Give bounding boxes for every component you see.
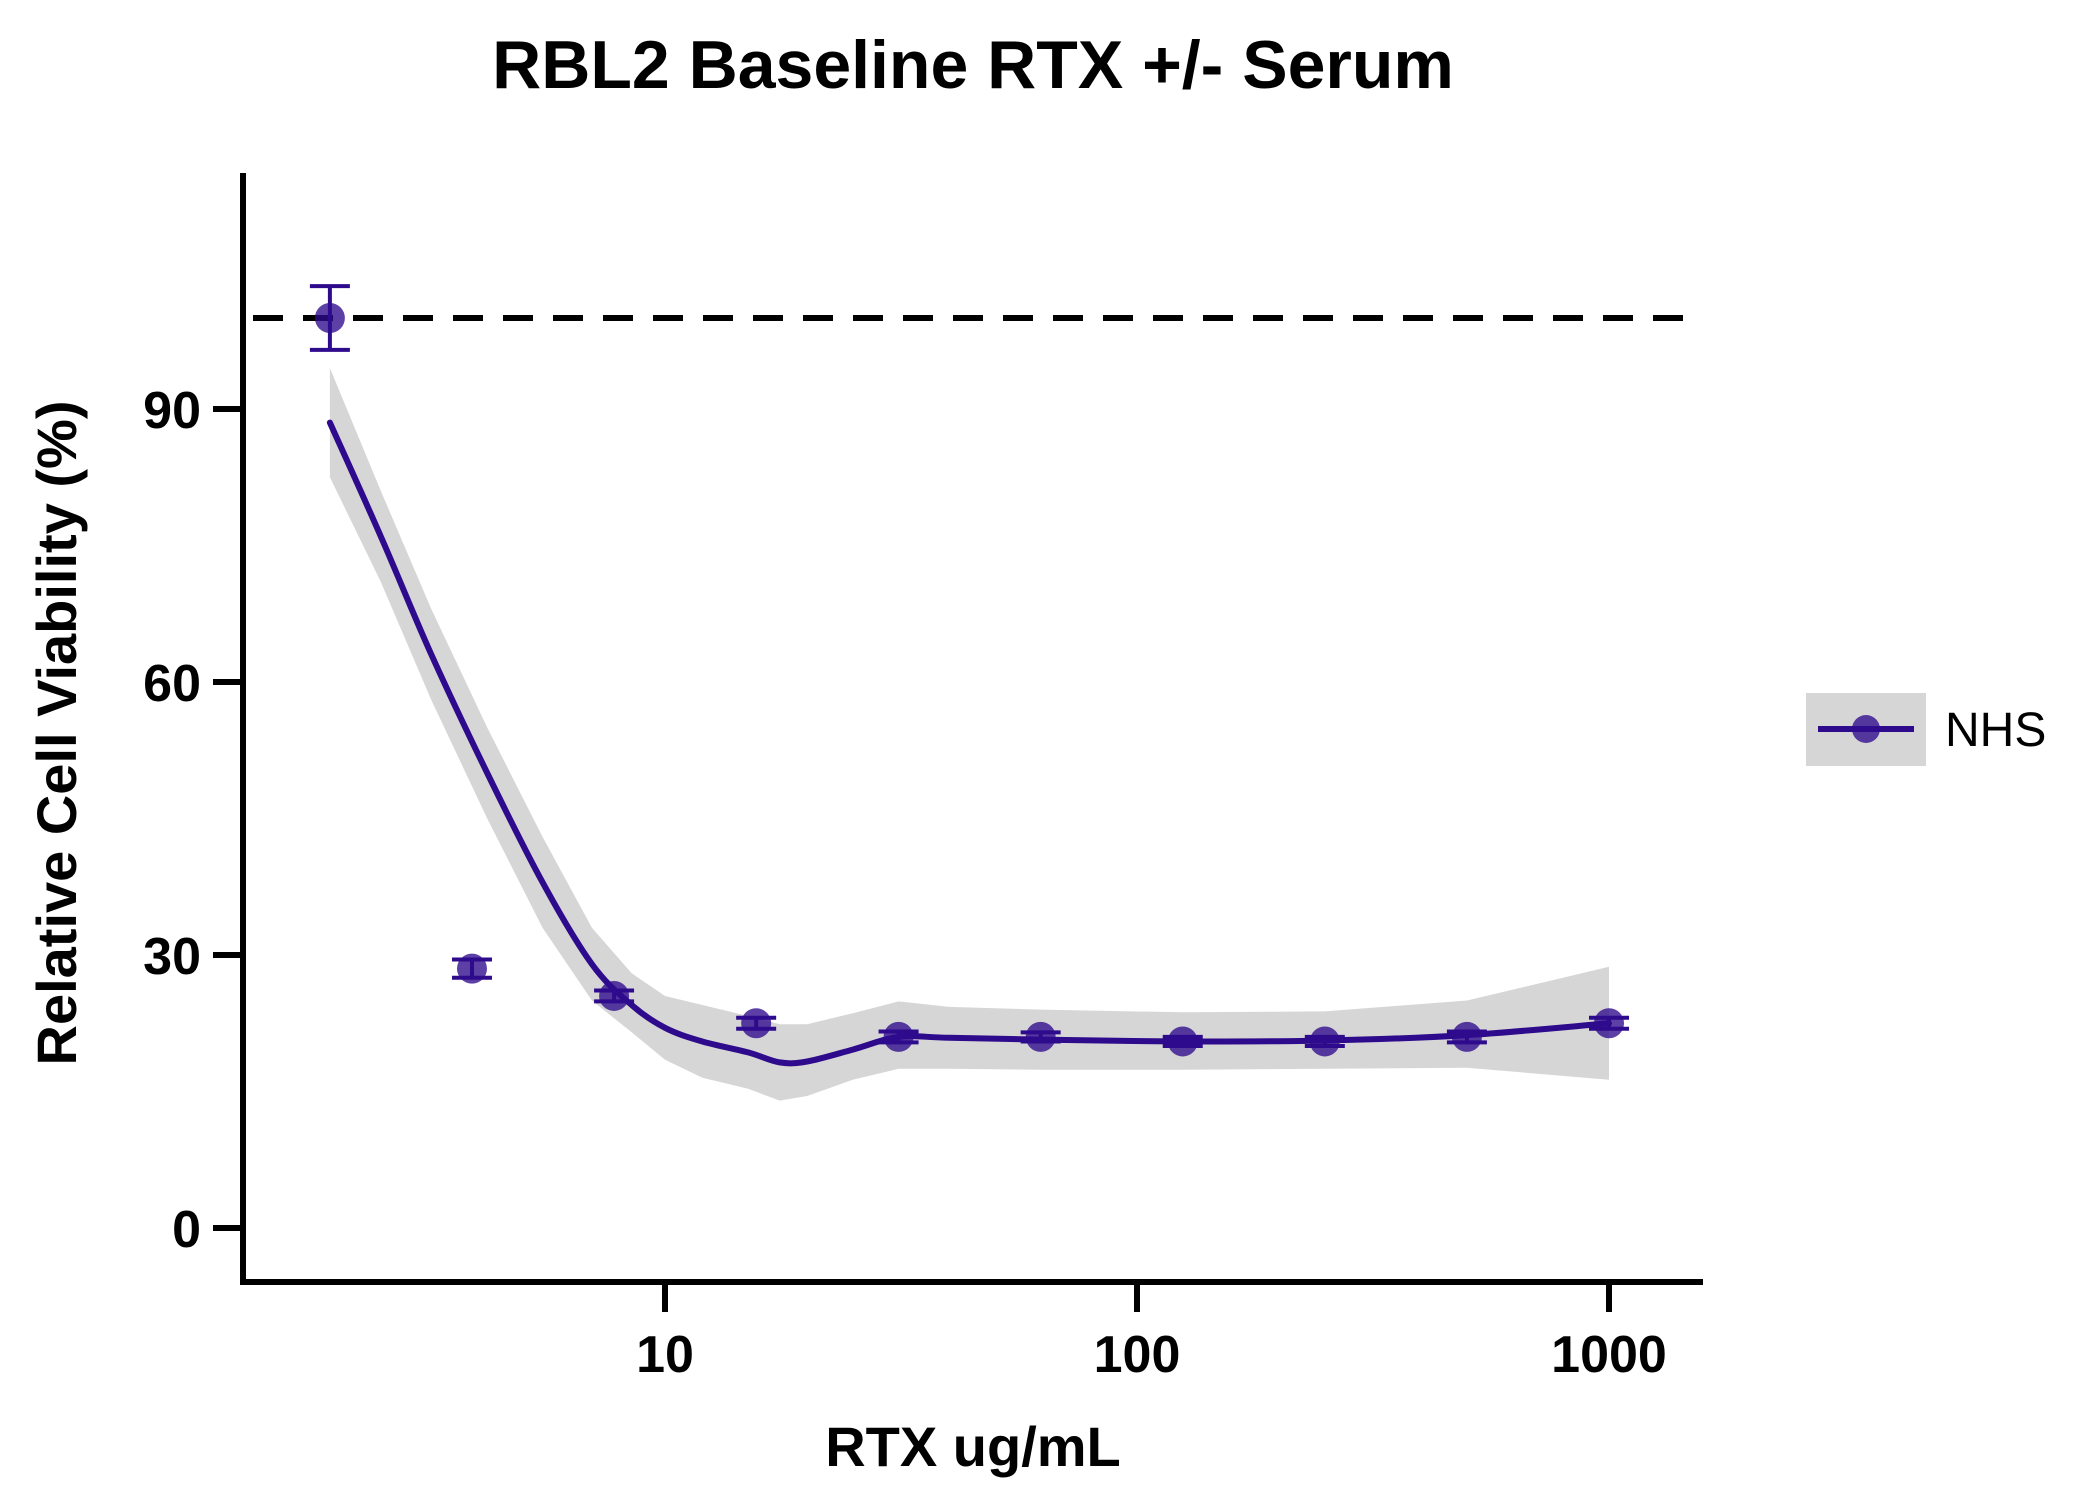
y-tick-label: 30 (143, 928, 201, 986)
confidence-band (329, 368, 1609, 1101)
chart-title: RBL2 Baseline RTX +/- Serum (492, 27, 1454, 103)
data-point-group (309, 284, 350, 352)
x-axis-label: RTX ug/mL (825, 1415, 1121, 1478)
data-point (314, 303, 345, 333)
data-point (883, 1021, 914, 1052)
legend-swatch-marker (1852, 715, 1880, 743)
plot-area (253, 284, 1703, 1101)
y-tick-label: 0 (172, 1201, 201, 1259)
y-tick-label: 90 (143, 382, 201, 440)
data-point (1025, 1021, 1056, 1052)
data-point-group (1020, 1021, 1061, 1052)
data-point (741, 1008, 772, 1039)
fit-line-nhs (326, 419, 1612, 1067)
data-point-group (1304, 1026, 1345, 1057)
data-point-group (878, 1021, 919, 1052)
x-tick-label: 1000 (1551, 1326, 1667, 1384)
axes: 0 30 60 90 10 100 1000 (143, 173, 1703, 1384)
data-point (1167, 1026, 1198, 1057)
x-tick-label: 100 (1094, 1326, 1181, 1384)
data-point-group (451, 953, 492, 984)
data-point-group (736, 1008, 777, 1039)
data-point (1309, 1026, 1340, 1057)
data-point (456, 953, 487, 984)
data-point (599, 980, 630, 1011)
data-point (1594, 1008, 1624, 1039)
data-point-group (1446, 1021, 1487, 1052)
data-point-group (1162, 1026, 1203, 1057)
data-point-group (594, 980, 635, 1011)
x-tick-label: 10 (636, 1326, 694, 1384)
data-point (1451, 1021, 1482, 1052)
y-axis-label: Relative Cell Viability (%) (25, 401, 88, 1066)
y-tick-label: 60 (143, 655, 201, 713)
legend: NHS (1806, 693, 2046, 766)
legend-label-nhs: NHS (1945, 704, 2046, 757)
data-point-group (1589, 1008, 1629, 1039)
